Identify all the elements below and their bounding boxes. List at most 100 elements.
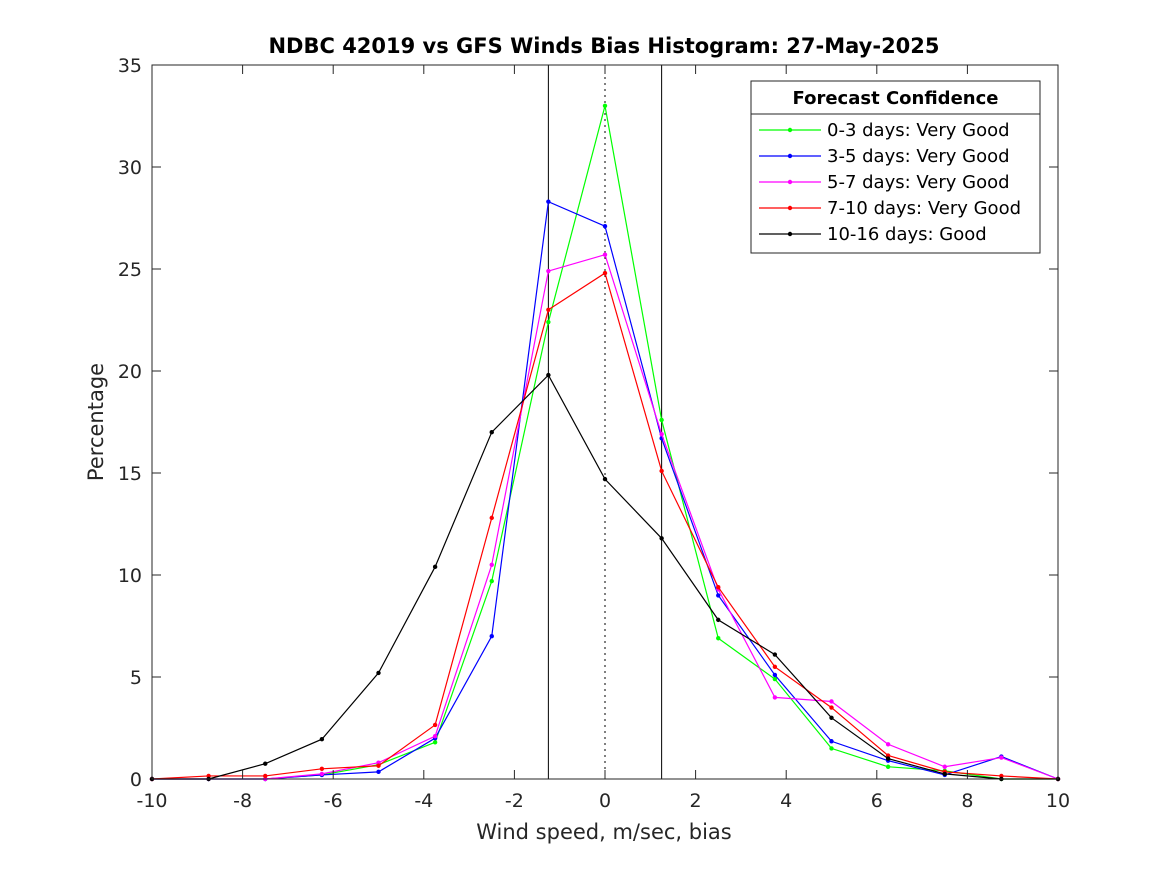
data-point <box>432 564 438 570</box>
x-tick-label: 10 <box>1046 790 1070 812</box>
data-point <box>263 761 268 766</box>
legend-item: 0-3 days: Very Good <box>759 120 1010 141</box>
y-tick-label: 15 <box>118 463 142 485</box>
x-tick-label: 6 <box>871 790 883 812</box>
x-tick-label: 0 <box>599 790 611 812</box>
y-tick-label: 25 <box>118 259 142 281</box>
data-point <box>829 699 834 704</box>
x-tick-label: 2 <box>690 790 702 812</box>
data-point <box>716 617 721 623</box>
x-tick-label: -2 <box>505 790 524 812</box>
data-point <box>546 372 551 378</box>
data-point <box>432 733 438 739</box>
data-point <box>602 270 608 276</box>
data-point <box>546 268 551 274</box>
data-point <box>999 773 1004 779</box>
y-tick-label: 30 <box>118 157 142 179</box>
data-point <box>602 103 608 109</box>
data-point <box>376 670 381 676</box>
data-point <box>999 755 1004 760</box>
data-point <box>602 476 608 482</box>
data-point <box>885 756 891 761</box>
x-tick-label: -4 <box>414 790 433 812</box>
legend: Forecast Confidence 0-3 days: Very Good 3-… <box>750 80 1041 254</box>
x-tick-label: -8 <box>233 790 252 812</box>
data-point <box>319 771 325 777</box>
data-point <box>376 760 381 765</box>
data-point <box>829 739 834 744</box>
data-point <box>206 773 211 779</box>
legend-label: 7-10 days: Very Good <box>827 198 1021 219</box>
data-point <box>829 705 834 710</box>
legend-item: 3-5 days: Very Good <box>759 146 1010 167</box>
data-point <box>489 578 494 584</box>
axis-ticks: -10 -8 -6 -4 -2 0 2 4 6 8 10 0 5 10 15 20 25 30 35 <box>118 55 1070 812</box>
data-point <box>319 737 325 742</box>
data-point <box>319 766 325 771</box>
data-point <box>489 430 494 435</box>
data-point <box>546 307 551 312</box>
y-tick-label: 0 <box>130 769 142 791</box>
legend-item: 5-7 days: Very Good <box>759 172 1010 193</box>
data-point <box>432 740 438 745</box>
series-5 <box>149 372 1061 782</box>
data-point <box>602 252 608 257</box>
data-point <box>942 764 947 769</box>
data-point <box>432 722 438 728</box>
legend-swatch-marker <box>787 205 793 211</box>
legend-label: 0-3 days: Very Good <box>827 120 1010 141</box>
data-point <box>489 562 494 567</box>
data-point <box>659 417 664 423</box>
data-point <box>716 585 721 590</box>
data-point <box>376 769 381 775</box>
data-point <box>602 223 608 229</box>
series-group <box>149 103 1061 782</box>
y-axis-label: Percentage <box>84 363 108 481</box>
data-point <box>659 468 664 474</box>
data-point <box>885 742 891 747</box>
legend-swatch-marker <box>787 231 793 237</box>
legend-swatch-marker <box>787 179 793 185</box>
x-axis-label: Wind speed, m/sec, bias <box>476 820 732 844</box>
data-point <box>772 676 778 682</box>
data-point <box>546 199 551 204</box>
data-point <box>263 773 268 779</box>
data-point <box>659 536 664 541</box>
legend-label: 10-16 days: Good <box>827 224 987 245</box>
legend-box <box>750 80 1041 254</box>
y-tick-label: 35 <box>118 55 142 77</box>
data-point <box>772 672 778 678</box>
data-point <box>659 432 664 437</box>
data-point <box>546 319 551 325</box>
legend-swatch-marker <box>787 127 793 133</box>
legend-label: 5-7 days: Very Good <box>827 172 1010 193</box>
y-tick-label: 5 <box>130 667 142 689</box>
data-point <box>489 634 494 639</box>
x-tick-label: 4 <box>780 790 792 812</box>
chart-title: NDBC 42019 vs GFS Winds Bias Histogram: … <box>268 34 939 58</box>
data-point <box>829 746 834 751</box>
y-tick-label: 10 <box>118 565 142 587</box>
data-point <box>942 771 947 777</box>
data-point <box>772 664 778 669</box>
legend-item: 10-16 days: Good <box>759 224 987 245</box>
legend-title: Forecast Confidence <box>793 88 999 109</box>
data-point <box>489 515 494 521</box>
series-4 <box>149 270 1061 782</box>
data-point <box>716 636 721 641</box>
legend-label: 3-5 days: Very Good <box>827 146 1010 167</box>
data-point <box>376 763 381 768</box>
data-point <box>885 764 891 769</box>
data-point <box>772 652 778 657</box>
y-tick-label: 20 <box>118 361 142 383</box>
legend-swatch-marker <box>787 153 793 159</box>
x-tick-label: -10 <box>136 790 167 812</box>
data-point <box>885 753 891 758</box>
x-tick-label: 8 <box>961 790 973 812</box>
x-tick-label: -6 <box>324 790 343 812</box>
data-point <box>716 593 721 598</box>
data-point <box>772 695 778 700</box>
data-point <box>829 715 834 720</box>
legend-item: 7-10 days: Very Good <box>759 198 1021 219</box>
